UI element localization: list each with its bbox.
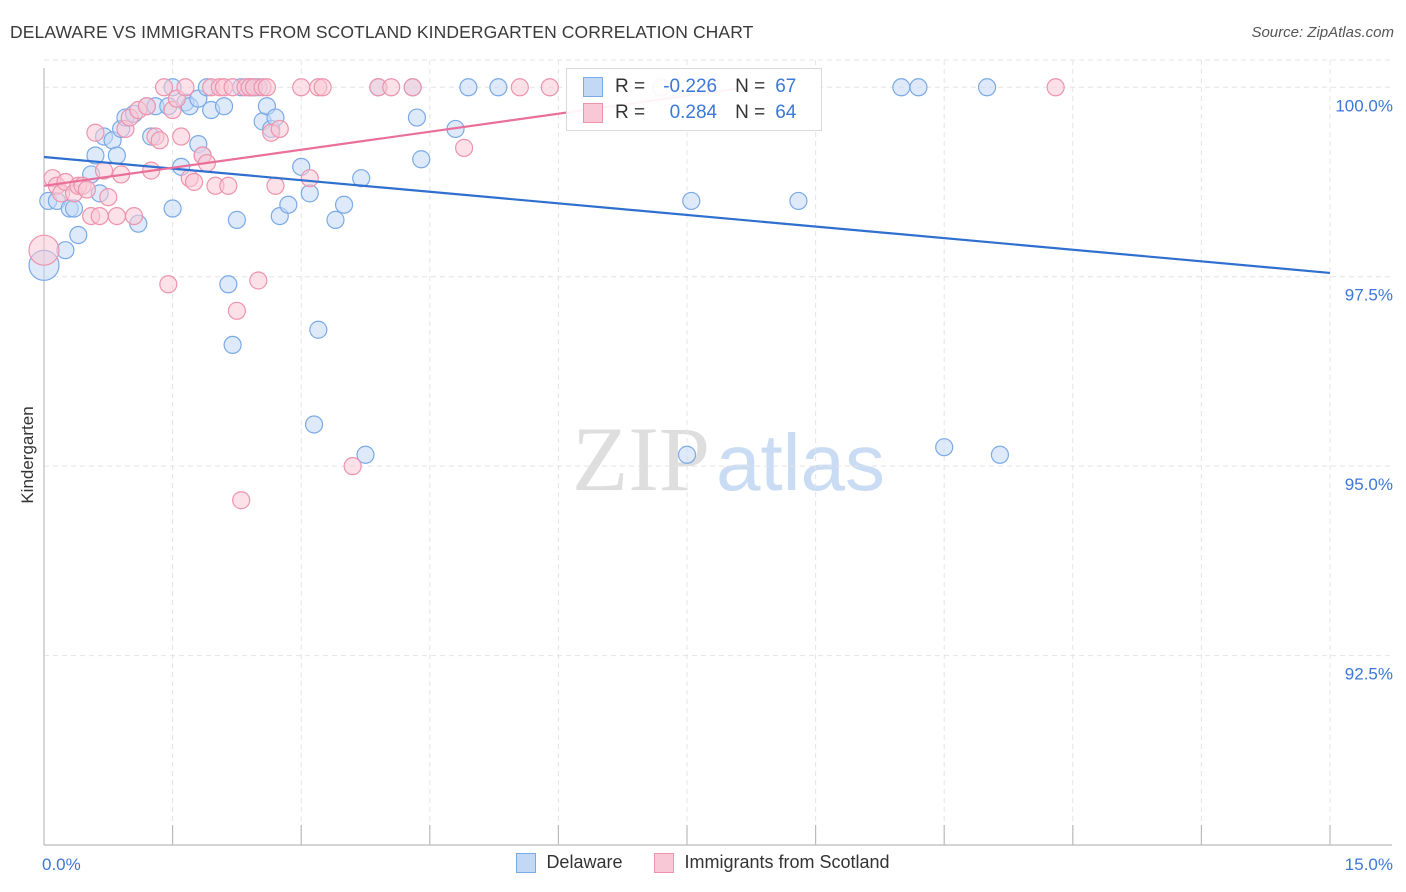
delaware-legend-swatch	[516, 852, 537, 873]
r-value: 0.284	[669, 102, 718, 123]
delaware-point	[223, 335, 242, 355]
legend-item-delaware: Delaware	[516, 852, 622, 873]
scotland-point	[159, 275, 178, 294]
scotland-point	[176, 78, 195, 97]
delaware-point	[300, 184, 319, 203]
y-tick-label: 97.5%	[1345, 286, 1393, 305]
scotland-point	[86, 123, 105, 142]
x-tick-label: 0.0%	[42, 855, 81, 874]
delaware-point	[334, 195, 354, 214]
stats-legend: R = -0.226 N = 67 R = 0.284 N = 64	[566, 68, 822, 131]
delaware-point	[107, 146, 126, 165]
stats-row-scotland: R = 0.284 N = 64	[583, 101, 796, 125]
legend-label-delaware: Delaware	[546, 852, 623, 872]
scotland-point	[219, 176, 238, 195]
scotland-point	[90, 206, 109, 226]
series-legend: Delaware Immigrants from Scotland	[0, 852, 1406, 873]
scotland-point	[77, 180, 96, 199]
delaware-point	[990, 445, 1010, 464]
delaware-point	[86, 146, 105, 165]
legend-item-scotland: Immigrants from Scotland	[654, 852, 890, 873]
delaware-point	[909, 78, 928, 97]
x-tick-label: 15.0%	[1345, 855, 1393, 874]
scotland-point	[249, 271, 268, 290]
scotland-point	[454, 138, 474, 157]
legend-label-scotland: Immigrants from Scotland	[684, 852, 890, 872]
scotland-point	[154, 78, 174, 97]
scotland-point	[300, 169, 319, 188]
y-tick-label: 100.0%	[1335, 96, 1393, 115]
scotland-point	[172, 127, 191, 146]
delaware-point	[227, 210, 246, 229]
scotland-point	[184, 172, 204, 192]
delaware-point	[64, 199, 84, 218]
scotland-point	[227, 301, 246, 320]
r-value: -0.226	[663, 76, 718, 97]
delaware-point	[356, 445, 375, 464]
delaware-point	[219, 275, 238, 294]
delaware-point	[163, 199, 182, 218]
n-value: 64	[775, 102, 797, 123]
scotland-point	[540, 78, 559, 97]
y-tick-label: 95.0%	[1345, 475, 1393, 494]
delaware-point	[892, 78, 911, 97]
scotland-point	[403, 78, 422, 97]
stats-row-delaware: R = -0.226 N = 67	[583, 75, 796, 99]
delaware-point	[682, 191, 701, 211]
scotland-point	[1046, 78, 1065, 97]
delaware-point	[789, 191, 808, 211]
delaware-point	[352, 169, 371, 188]
n-value: 67	[775, 76, 797, 97]
delaware-point	[326, 210, 345, 229]
delaware-point	[304, 415, 324, 434]
delaware-point	[677, 445, 697, 464]
scotland-point	[99, 188, 118, 207]
scotland-point	[270, 119, 289, 139]
delaware-point	[214, 97, 234, 116]
scotland-point	[382, 78, 401, 97]
watermark-atlas: atlas	[716, 418, 885, 507]
scotland-swatch	[583, 103, 603, 123]
delaware-trendline	[43, 155, 1331, 275]
scotland-point	[343, 457, 362, 476]
delaware-point	[935, 438, 954, 457]
delaware-point	[407, 108, 427, 127]
scotland-point	[313, 78, 332, 97]
source-label: Source: ZipAtlas.com	[1251, 24, 1394, 41]
delaware-point	[412, 150, 431, 169]
y-axis-label: Kindergarten	[18, 406, 37, 503]
delaware-point	[489, 78, 508, 97]
delaware-point	[279, 195, 298, 214]
delaware-point	[977, 78, 997, 97]
r-label: R =	[615, 102, 646, 123]
scotland-legend-swatch	[654, 852, 675, 873]
scotland-point	[28, 234, 60, 266]
delaware-point	[309, 320, 328, 339]
scotland-point	[150, 131, 169, 150]
delaware-point	[69, 225, 88, 245]
scotland-point	[266, 176, 285, 195]
r-label: R =	[615, 76, 646, 97]
scotland-point	[510, 78, 529, 97]
scotland-point	[107, 206, 126, 226]
scotland-point	[124, 206, 144, 226]
y-tick-label: 92.5%	[1345, 665, 1393, 684]
delaware-point	[459, 78, 478, 97]
scotland-point	[137, 97, 156, 116]
scotland-point	[257, 78, 277, 97]
scotland-point	[232, 491, 251, 510]
chart-title: DELAWARE VS IMMIGRANTS FROM SCOTLAND KIN…	[10, 22, 754, 42]
n-label: N =	[735, 76, 766, 97]
delaware-swatch	[583, 77, 603, 97]
n-label: N =	[735, 102, 766, 123]
scotland-point	[292, 78, 311, 97]
